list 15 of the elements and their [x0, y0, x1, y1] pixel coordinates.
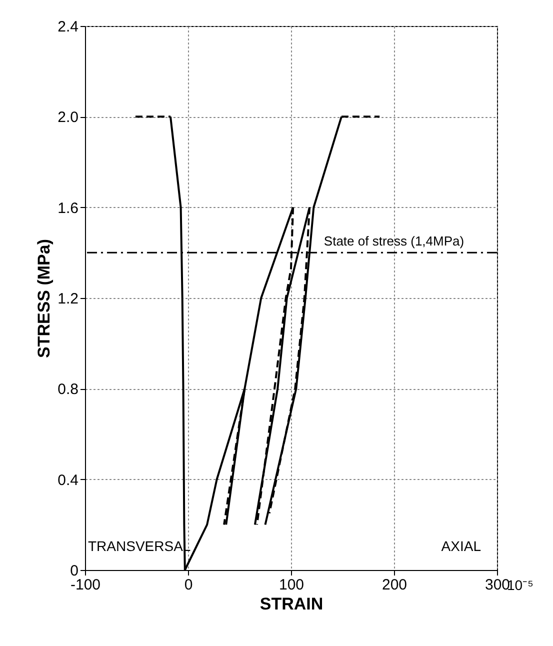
y-tick-label: 0.4 [58, 472, 78, 489]
x-tick-label: 100 [278, 576, 304, 594]
x-axis-title: STRAIN [260, 594, 324, 614]
x-tick-label: 200 [382, 576, 408, 594]
x-tick-label: -100 [70, 576, 101, 594]
ref-line-label: State of stress (1,4MPa) [324, 234, 464, 249]
y-tick-label: 0.8 [58, 381, 78, 398]
y-axis-title: STRESS (MPa) [34, 238, 54, 358]
y-tick-label: 2.4 [58, 18, 78, 36]
annotation: AXIAL [441, 538, 482, 554]
y-tick-label: 1.2 [58, 290, 78, 308]
y-tick-label: 2.0 [58, 109, 78, 126]
y-tick-label: 0 [70, 562, 78, 580]
y-tick-label: 1.6 [58, 200, 78, 217]
x-tick-label: 0 [184, 576, 193, 594]
